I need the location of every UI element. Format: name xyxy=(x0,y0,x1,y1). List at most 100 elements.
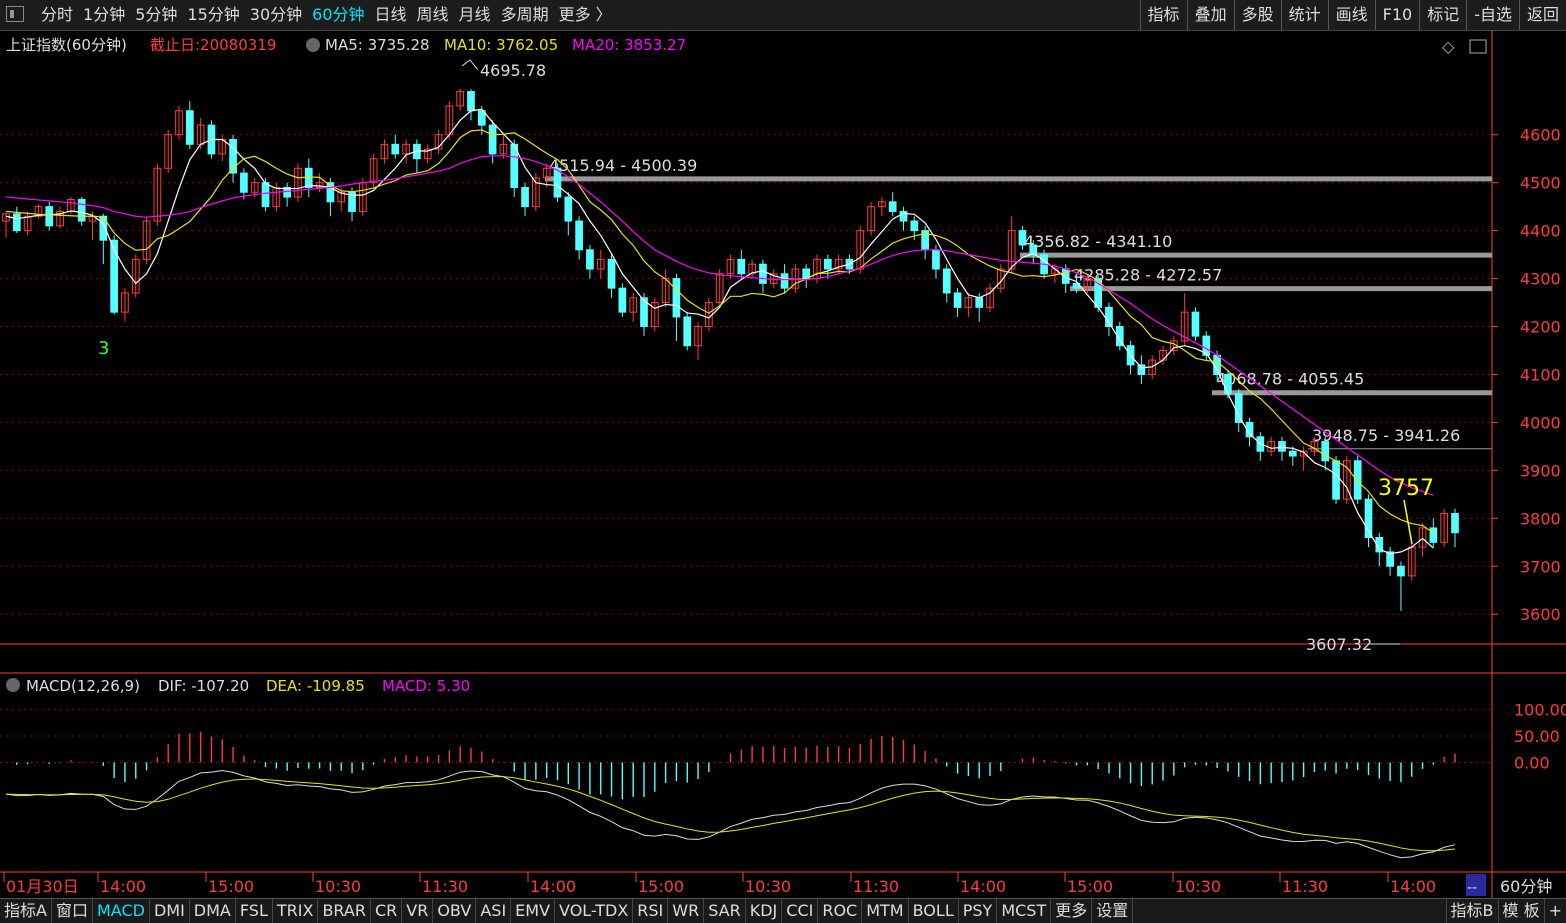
candle-body xyxy=(467,91,475,112)
candle-body xyxy=(823,258,832,270)
candle-body xyxy=(1007,230,1016,270)
indicator-right-button[interactable]: 模 板 xyxy=(1497,899,1544,923)
indicator-tab[interactable]: BOLL xyxy=(909,899,959,923)
candle-body xyxy=(1180,311,1189,342)
candle-body xyxy=(250,182,259,193)
chart-title: 上证指数(60分钟) xyxy=(6,36,127,54)
candle-body xyxy=(337,191,346,203)
indicator-tab[interactable]: MACD xyxy=(93,899,150,923)
tool-button[interactable]: 叠加 xyxy=(1186,0,1234,30)
candle-body xyxy=(1343,460,1351,500)
period-tab[interactable]: 日线 xyxy=(374,5,407,24)
candle-body xyxy=(1245,421,1254,438)
indicator-tab[interactable]: KDJ xyxy=(746,899,783,923)
indicator-tab[interactable]: TRIX xyxy=(273,899,319,923)
indicator-tab[interactable]: OBV xyxy=(433,899,477,923)
candle-body xyxy=(1213,354,1221,375)
resistance-band-label: 4068.78 - 4055.45 xyxy=(1216,370,1364,389)
candle-body xyxy=(77,198,86,222)
tool-button[interactable]: 画线 xyxy=(1327,0,1375,30)
candle-body xyxy=(402,143,410,155)
period-tab[interactable]: 分时 xyxy=(41,5,74,24)
dif-value: DIF: -107.20 xyxy=(158,677,249,695)
high-arrow xyxy=(461,59,479,71)
resistance-band-label: 3948.75 - 3941.26 xyxy=(1312,426,1460,445)
window-menu-icon[interactable] xyxy=(6,6,24,22)
tool-button[interactable]: 返回 xyxy=(1518,0,1566,30)
price-tick-label: 4600 xyxy=(1520,126,1561,145)
candle-body xyxy=(121,292,129,313)
indicator-tab[interactable]: BRAR xyxy=(318,899,371,923)
period-tab[interactable]: 1分钟 xyxy=(83,5,126,24)
candle-body xyxy=(164,134,173,169)
candle-body xyxy=(586,249,594,270)
period-tab[interactable]: 5分钟 xyxy=(135,5,178,24)
ma-line-ma5 xyxy=(5,108,1434,555)
indicator-tab[interactable]: VOL-TDX xyxy=(555,899,634,923)
indicator-bar: 指标A 窗口 MACD DMI DMA FSL TRIX BRAR CR VR OBV ASI EMV V… xyxy=(0,898,1566,923)
candle-body xyxy=(964,297,973,308)
period-tab[interactable]: 更多 〉 xyxy=(558,5,612,24)
price-tick-label: 4300 xyxy=(1520,270,1561,289)
indicator-tab[interactable]: MTM xyxy=(862,899,909,923)
indicator-tab[interactable]: EMV xyxy=(511,899,556,923)
indicator-tab[interactable]: WR xyxy=(668,899,705,923)
candle-body xyxy=(499,143,508,155)
tool-button[interactable]: -自选 xyxy=(1466,0,1519,30)
candle-body xyxy=(1332,460,1340,500)
tool-button[interactable]: F10 xyxy=(1374,0,1420,30)
period-tab[interactable]: 60分钟 xyxy=(312,5,365,24)
indicator-tab[interactable]: 指标A xyxy=(0,899,52,923)
candle-body xyxy=(1451,513,1459,534)
time-tick-label: 10:30 xyxy=(745,877,791,896)
period-tab[interactable]: 月线 xyxy=(458,5,491,24)
indicator-tab[interactable]: CCI xyxy=(782,899,819,923)
indicator-tab[interactable]: VR xyxy=(402,899,434,923)
period-tab[interactable]: 15分钟 xyxy=(187,5,240,24)
candle-body xyxy=(153,167,162,222)
period-tabs: 分时 1分钟 5分钟 15分钟 30分钟 60分钟 日线 周线 月线 多周期 更多 〉 xyxy=(36,0,617,30)
period-tab[interactable]: 多周期 xyxy=(500,5,549,24)
candle-body xyxy=(1191,311,1200,337)
time-tick-label: 11:30 xyxy=(1282,877,1328,896)
tool-button[interactable]: 多股 xyxy=(1233,0,1281,30)
candle-body xyxy=(261,182,270,208)
candle-body xyxy=(1429,527,1438,543)
candle-body xyxy=(748,263,756,275)
stock-chart[interactable]: 上证指数(60分钟) 截止日:20080319 MA5: 3735.28 MA10: … xyxy=(0,30,1566,898)
candle-body xyxy=(229,139,237,174)
indicator-tab[interactable]: SAR xyxy=(704,899,746,923)
candle-body xyxy=(456,91,465,107)
candle-body xyxy=(1234,393,1243,423)
indicator-tab[interactable]: ROC xyxy=(818,899,863,923)
candle-body xyxy=(986,287,994,308)
period-tab[interactable]: 30分钟 xyxy=(249,5,303,24)
cutoff-date: 截止日:20080319 xyxy=(150,36,276,54)
indicator-tab[interactable]: RSI xyxy=(633,899,669,923)
candle-body xyxy=(856,230,865,270)
indicator-tab[interactable]: MCST xyxy=(997,899,1052,923)
indicator-tab[interactable]: CR xyxy=(371,899,403,923)
indicator-tab[interactable]: 设置 xyxy=(1092,899,1134,923)
tool-button[interactable]: 标记 xyxy=(1419,0,1466,30)
indicator-tab[interactable]: PSY xyxy=(959,899,998,923)
ma5-value: MA5: 3735.28 xyxy=(325,36,430,54)
candle-body xyxy=(1375,537,1384,553)
candle-body xyxy=(423,148,432,160)
candle-body xyxy=(867,206,875,232)
indicator-tab[interactable]: FSL xyxy=(236,899,273,923)
candle-body xyxy=(888,201,897,212)
indicator-tab[interactable]: 更多 xyxy=(1051,899,1093,923)
candle-body xyxy=(283,186,292,198)
time-tick-label: 01月30日 xyxy=(6,877,79,896)
indicator-tab[interactable]: ASI xyxy=(476,899,512,923)
indicator-right-button[interactable]: + xyxy=(1543,899,1566,923)
indicator-right-button[interactable]: 指标B xyxy=(1445,899,1498,923)
indicator-tab[interactable]: DMA xyxy=(190,899,236,923)
tool-button[interactable]: 统计 xyxy=(1280,0,1328,30)
indicator-tab[interactable]: DMI xyxy=(150,899,190,923)
indicator-tab[interactable]: 窗口 xyxy=(52,899,93,923)
tool-button[interactable]: 指标 xyxy=(1139,0,1187,30)
macd-tick-label: 0.00 xyxy=(1514,753,1550,772)
period-tab[interactable]: 周线 xyxy=(416,5,449,24)
